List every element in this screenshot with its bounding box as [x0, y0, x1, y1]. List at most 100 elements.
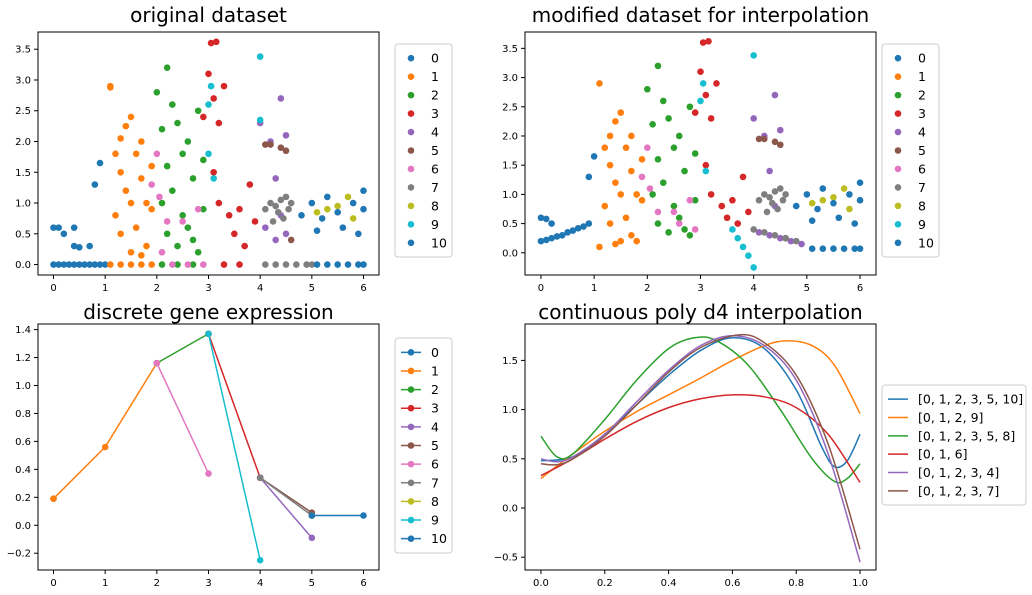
legend-label: [0, 1, 2, 9] [918, 410, 983, 425]
data-point [212, 38, 220, 46]
data-point [285, 205, 292, 213]
data-point [205, 470, 212, 477]
legend-label: 9 [431, 513, 439, 528]
data-point [612, 118, 619, 125]
legend-label: 6 [431, 161, 439, 176]
y-tick-label: 0.6 [15, 437, 31, 448]
series-8 [808, 185, 853, 213]
legend-label: 0 [431, 345, 439, 360]
data-point [768, 199, 776, 207]
data-point [633, 191, 640, 198]
data-point [628, 167, 635, 175]
data-point [713, 80, 720, 87]
data-point [638, 196, 646, 204]
x-tick-label: 4 [750, 283, 756, 294]
data-point [174, 242, 181, 250]
data-point [179, 212, 186, 219]
y-tick-label: 0.0 [15, 260, 31, 271]
series-6 [153, 359, 212, 477]
data-point [819, 196, 827, 204]
data-point [622, 144, 630, 151]
legend-label: 5 [431, 143, 439, 158]
legend-label: 9 [918, 217, 926, 232]
data-point [246, 181, 254, 188]
legend-label: 4 [431, 419, 439, 434]
data-point [729, 226, 736, 233]
data-point [148, 181, 155, 188]
legend-marker [407, 54, 415, 62]
data-point [194, 248, 202, 256]
series--0-1-2-3-4- [540, 335, 861, 563]
data-point [262, 141, 269, 148]
legend: 0 1 2 3 4 5 6 7 8 9 10 [881, 43, 940, 258]
legend-label: [0, 1, 2, 3, 4] [918, 465, 999, 480]
data-point [628, 231, 635, 239]
data-point [702, 161, 710, 169]
series-7 [750, 185, 800, 245]
data-point [612, 240, 619, 248]
data-point [699, 80, 707, 87]
chart-title: modified dataset for interpolation [532, 3, 869, 27]
data-point [158, 261, 166, 268]
data-point [537, 214, 545, 222]
legend-marker [407, 423, 415, 431]
x-tick-label: 3 [697, 283, 703, 294]
y-tick-label: 1.0 [15, 381, 31, 392]
series-9 [697, 52, 757, 271]
data-point [691, 196, 699, 204]
y-tick-label: 0.4 [15, 465, 31, 476]
x-tick-label: 1 [102, 283, 108, 294]
data-point [649, 120, 656, 128]
data-point [112, 212, 119, 219]
legend-label: 8 [918, 198, 926, 213]
legend-label: 7 [431, 475, 439, 490]
data-point [122, 122, 130, 130]
y-tick-label: 3.0 [15, 75, 31, 86]
data-point [267, 141, 274, 148]
series-1 [596, 80, 646, 251]
series-3 [691, 38, 752, 227]
data-point [542, 215, 550, 223]
data-point [782, 191, 789, 198]
data-point [646, 185, 654, 192]
data-point [856, 245, 864, 253]
data-point [349, 215, 357, 222]
data-point [127, 113, 135, 121]
legend-marker [407, 479, 415, 487]
legend-box [881, 43, 940, 258]
plot-area [540, 333, 861, 563]
data-point [792, 237, 800, 245]
data-point [91, 181, 99, 188]
series-6 [148, 150, 207, 268]
legend-marker [407, 386, 415, 393]
data-point [856, 179, 864, 187]
data-point [537, 237, 545, 245]
series-line [540, 335, 861, 563]
series-8 [313, 193, 357, 222]
data-point [272, 261, 279, 268]
series-line [52, 362, 158, 500]
legend-marker [894, 147, 902, 154]
data-point [355, 230, 362, 238]
legend-marker [407, 535, 415, 542]
data-point [282, 193, 290, 201]
series--0-1-2-3-5-8- [540, 336, 861, 484]
data-point [138, 175, 145, 182]
data-point [596, 243, 603, 251]
data-point [205, 330, 212, 338]
data-point [649, 191, 656, 198]
data-point [287, 236, 295, 244]
data-point [65, 261, 73, 268]
data-point [251, 218, 259, 225]
legend-label: 3 [431, 106, 439, 121]
data-point [548, 220, 555, 227]
y-tick-label: 1.5 [502, 356, 518, 367]
data-point [808, 217, 816, 224]
data-point [745, 252, 752, 260]
legend-marker [407, 91, 415, 99]
data-point [670, 144, 678, 151]
legend-label: [0, 1, 6] [918, 447, 968, 462]
data-point [272, 175, 279, 182]
data-point [830, 194, 837, 201]
data-point [287, 199, 295, 207]
